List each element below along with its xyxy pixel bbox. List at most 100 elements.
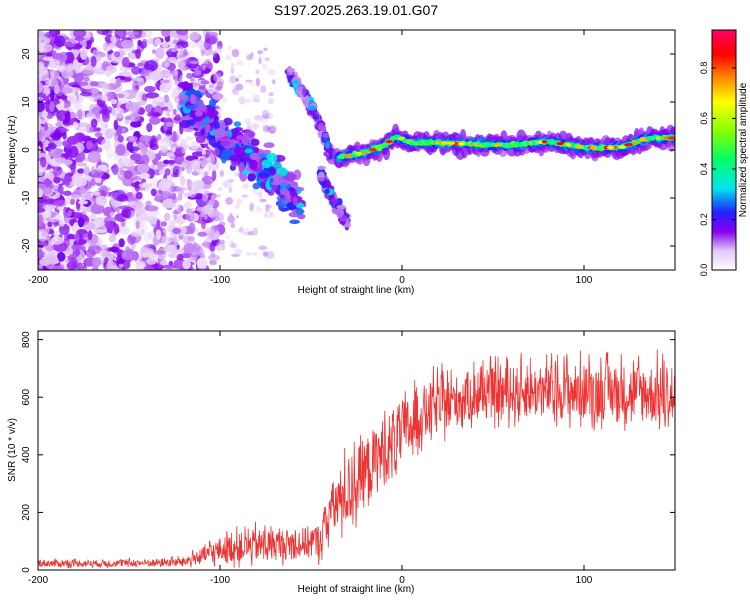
ridge-peak (541, 140, 548, 144)
noise-speckle (159, 169, 164, 175)
noise-speckle (263, 47, 268, 51)
noise-speckle (153, 169, 162, 176)
noise-speckle (118, 226, 131, 235)
feature-blob (252, 182, 261, 190)
noise-speckle (188, 169, 192, 175)
noise-speckle (173, 35, 178, 44)
noise-speckle (47, 221, 53, 228)
noise-speckle (174, 95, 180, 104)
noise-speckle (189, 60, 199, 65)
noise-speckle (116, 77, 122, 88)
feature-blob (292, 196, 298, 206)
noise-speckle (176, 30, 189, 36)
noise-speckle (189, 78, 195, 83)
noise-speckle (77, 109, 83, 120)
noise-speckle (123, 170, 133, 180)
noise-speckle (78, 125, 88, 133)
figure-title: S197.2025.263.19.01.G07 (274, 2, 438, 18)
noise-speckle (179, 47, 185, 52)
ridge-peak (575, 145, 584, 149)
feature-blob (294, 202, 305, 209)
feature-blob (280, 182, 286, 191)
noise-speckle (236, 198, 243, 205)
noise-speckle (172, 108, 177, 115)
branch-lower-blob (331, 198, 338, 206)
noise-speckle (121, 250, 133, 261)
noise-speckle (65, 38, 76, 48)
colorbar-tick-label: 0.8 (699, 62, 709, 75)
snr-marks (38, 349, 675, 569)
feature-blob (206, 135, 214, 140)
ridge-peak (398, 136, 404, 141)
noise-speckle (48, 210, 61, 223)
noise-speckle (50, 153, 62, 158)
noise-speckle (193, 166, 197, 175)
noise-speckle (193, 84, 201, 88)
noise-speckle (223, 179, 232, 188)
noise-speckle (174, 203, 183, 212)
noise-speckle (79, 91, 93, 97)
noise-speckle (268, 98, 274, 105)
noise-speckle (100, 124, 106, 136)
noise-speckle (234, 203, 240, 209)
noise-speckle (248, 231, 254, 236)
noise-speckle (67, 209, 73, 217)
noise-speckle (183, 201, 192, 209)
noise-speckle (189, 31, 200, 41)
noise-speckle (270, 130, 274, 134)
snr-ticks: -200 -100 0 100 0 200 400 600 800 (21, 331, 675, 586)
noise-speckle (143, 265, 155, 270)
noise-speckle (255, 77, 261, 87)
noise-speckle (141, 252, 152, 258)
noise-speckle (45, 244, 54, 252)
noise-speckle (62, 84, 74, 97)
ridge-peak (385, 140, 393, 144)
noise-speckle (207, 163, 219, 172)
noise-speckle (72, 121, 79, 129)
noise-speckle (164, 171, 170, 175)
snr-frame (37, 330, 676, 571)
noise-speckle (221, 242, 226, 251)
noise-speckle (74, 248, 80, 256)
noise-speckle (212, 50, 218, 58)
y-tick-label: 0 (21, 147, 32, 153)
noise-speckle (91, 256, 102, 268)
noise-speckle (190, 207, 195, 216)
noise-speckle (197, 249, 206, 257)
ridge-peak (457, 142, 466, 146)
noise-speckle (200, 49, 205, 57)
noise-speckle (262, 124, 270, 133)
noise-speckle (230, 62, 235, 68)
noise-speckle (101, 251, 111, 257)
noise-speckle (117, 135, 124, 143)
feature-blob (282, 189, 289, 195)
noise-speckle (125, 101, 139, 112)
noise-speckle (173, 68, 178, 77)
noise-speckle (167, 159, 177, 165)
feature-blob (241, 170, 251, 175)
noise-speckle (92, 49, 101, 58)
noise-speckle (38, 168, 45, 173)
noise-speckle (130, 146, 141, 151)
feature-blob (273, 174, 284, 184)
noise-speckle (87, 110, 95, 116)
noise-speckle (89, 126, 98, 133)
noise-speckle (155, 228, 162, 240)
noise-speckle (230, 67, 235, 74)
noise-speckle (200, 155, 208, 161)
branch-lower-blob (336, 205, 347, 210)
noise-speckle (193, 242, 198, 250)
noise-speckle (74, 231, 80, 243)
feature-blob (257, 171, 270, 179)
noise-speckle (69, 237, 75, 247)
noise-speckle (167, 49, 173, 57)
noise-speckle (162, 122, 169, 131)
noise-speckle (249, 81, 254, 87)
noise-speckle (115, 144, 126, 156)
spectrogram-marks (38, 30, 675, 270)
noise-speckle (118, 238, 125, 248)
noise-speckle (66, 135, 79, 145)
x-tick-label: -200 (28, 275, 48, 286)
noise-speckle (96, 94, 102, 100)
